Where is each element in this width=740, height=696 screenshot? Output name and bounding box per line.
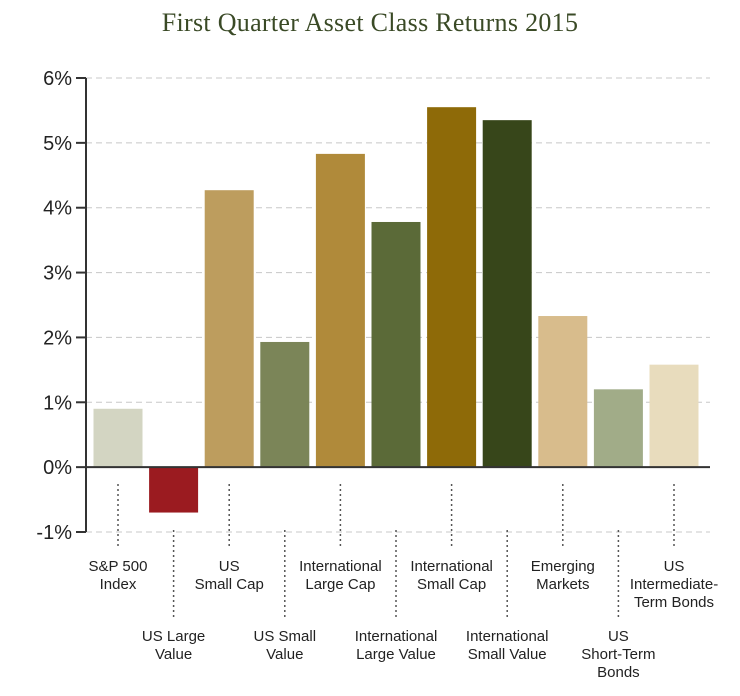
category-label: Small Cap bbox=[417, 576, 486, 593]
y-tick-label: 5% bbox=[43, 133, 72, 155]
category-label: Emerging bbox=[531, 558, 595, 575]
y-tick-label: 1% bbox=[43, 392, 72, 414]
category-label: Small Value bbox=[468, 646, 547, 663]
bar bbox=[593, 389, 643, 468]
category-label: Markets bbox=[536, 576, 589, 593]
category-label: International bbox=[355, 628, 438, 645]
y-tick-labels: 6% 5% 4% 3% 2% 1% 0% -1% bbox=[36, 68, 72, 544]
bar bbox=[371, 221, 421, 468]
bars bbox=[93, 107, 699, 513]
y-tick-label: 4% bbox=[43, 198, 72, 220]
category-label: US bbox=[219, 558, 240, 575]
category-label: Short-Term bbox=[581, 646, 655, 663]
bar bbox=[649, 364, 699, 468]
bar bbox=[427, 107, 477, 468]
y-tick-label: 0% bbox=[43, 457, 72, 479]
category-label: Value bbox=[155, 646, 192, 663]
category-label: Index bbox=[100, 576, 137, 593]
y-tick-label: 3% bbox=[43, 263, 72, 285]
bar bbox=[482, 120, 532, 468]
category-label: Bonds bbox=[597, 664, 640, 681]
y-tick-label: 6% bbox=[43, 68, 72, 90]
bar bbox=[93, 408, 143, 468]
bar bbox=[538, 316, 588, 468]
bar bbox=[260, 341, 310, 468]
y-tick-label: 2% bbox=[43, 327, 72, 349]
bar bbox=[149, 467, 199, 513]
category-label: S&P 500 bbox=[89, 558, 148, 575]
bar bbox=[315, 153, 365, 468]
category-label: Intermediate- bbox=[630, 576, 718, 593]
bar bbox=[204, 190, 254, 468]
label-connectors bbox=[117, 484, 675, 618]
category-label: Small Cap bbox=[195, 576, 264, 593]
category-label: US bbox=[608, 628, 629, 645]
category-label: International bbox=[466, 628, 549, 645]
category-label: US bbox=[664, 558, 685, 575]
category-label: Large Value bbox=[356, 646, 436, 663]
category-label: International bbox=[410, 558, 493, 575]
axes bbox=[76, 77, 710, 533]
category-label: Term Bonds bbox=[634, 594, 714, 611]
category-label: US Small bbox=[254, 628, 317, 645]
chart-title: First Quarter Asset Class Returns 2015 bbox=[161, 8, 579, 37]
y-tick-label: -1% bbox=[36, 522, 72, 544]
category-label: US Large bbox=[142, 628, 205, 645]
category-label: Large Cap bbox=[305, 576, 375, 593]
category-label: International bbox=[299, 558, 382, 575]
category-label: Value bbox=[266, 646, 303, 663]
